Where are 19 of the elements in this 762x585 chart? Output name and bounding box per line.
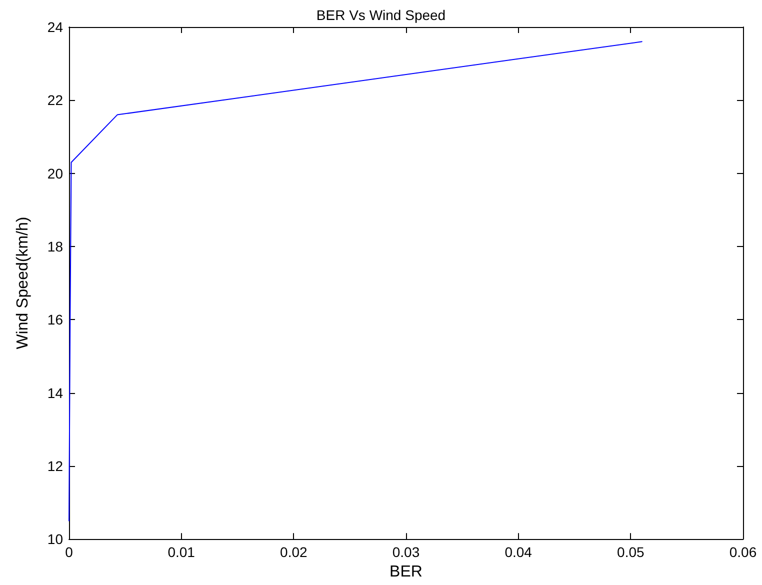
y-tick-label: 16 xyxy=(47,312,64,328)
x-tick-label: 0.03 xyxy=(392,544,420,560)
x-tick-label: 0.06 xyxy=(729,544,757,560)
y-tick-label: 10 xyxy=(47,531,64,548)
x-tick-label: 0.02 xyxy=(280,544,308,560)
x-tick-label: 0.05 xyxy=(617,544,645,560)
x-tick-label: 0 xyxy=(65,544,74,560)
chart-title: BER Vs Wind Speed xyxy=(316,7,446,23)
y-tick-label: 12 xyxy=(47,458,64,474)
x-axis-title: BER xyxy=(390,564,422,580)
y-axis-title: Wind Speed(km/h) xyxy=(14,216,32,350)
y-tick-label: 20 xyxy=(47,165,64,182)
x-tick-label: 0.01 xyxy=(168,544,196,560)
y-tick-label: 14 xyxy=(47,384,64,401)
line-series xyxy=(68,41,642,522)
x-tick-label: 0.04 xyxy=(504,544,532,560)
y-tick-label: 18 xyxy=(47,238,64,254)
y-tick-label: 24 xyxy=(47,19,64,35)
y-tick-label: 22 xyxy=(47,92,64,108)
